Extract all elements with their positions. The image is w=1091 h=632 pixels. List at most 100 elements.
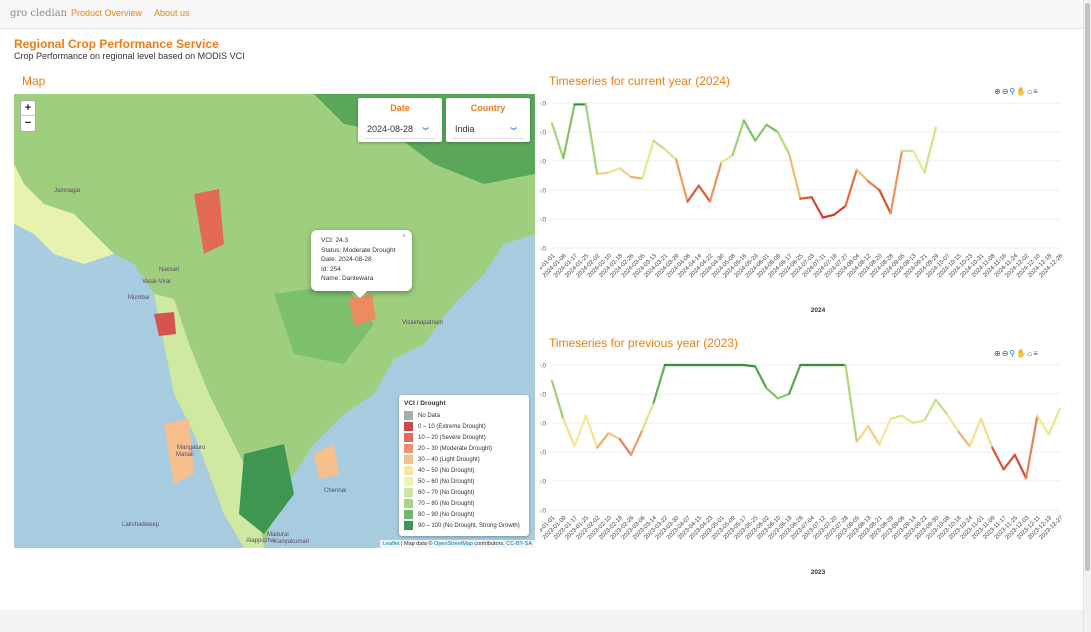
nav-link-product-overview[interactable]: Product Overview: [71, 8, 143, 18]
series-segment: [946, 413, 960, 433]
osm-link[interactable]: OpenStreetMap: [434, 541, 473, 547]
series-segment: [652, 139, 666, 151]
zoom-in-button[interactable]: +: [21, 101, 35, 116]
series-segment: [799, 196, 813, 200]
zoom-out-button[interactable]: −: [24, 117, 32, 129]
series-segment: [708, 161, 723, 203]
series-segment: [652, 363, 666, 404]
series-segment: [821, 213, 836, 219]
zoom-in-icon[interactable]: ⊕: [994, 349, 1002, 358]
legend-label: 30 – 40 (Light Drought): [418, 456, 480, 463]
coastal-region: [154, 294, 264, 548]
popup-name: Name: Dantewara: [321, 275, 374, 282]
legend-item: 0 – 10 (Extreme Drought): [404, 421, 529, 432]
series-segment: [573, 414, 587, 448]
brand-logo[interactable]: gro cledian: [10, 8, 68, 19]
legend-swatch: [404, 521, 413, 530]
zoom-out-icon[interactable]: ⊖: [1001, 349, 1010, 358]
timeseries-chart-2023[interactable]: 0.020.040.060.080.0100.02023-01-012023-0…: [540, 357, 1070, 582]
map-label-visakhapatnam: Visakhapatnam: [402, 320, 444, 326]
legend-label: 10 – 20 (Severe Drought): [418, 434, 486, 441]
menu-icon[interactable]: ≡: [1033, 87, 1039, 96]
series-segment: [866, 424, 881, 446]
y-tick-label: 20.0: [540, 479, 546, 486]
map-label-kanyakumari: Kanyakumari: [274, 539, 310, 545]
series-segment: [810, 196, 825, 219]
map-zoom-control: + −: [20, 100, 36, 132]
pan-icon[interactable]: ✋: [1016, 87, 1028, 96]
home-icon[interactable]: ⌂: [1027, 87, 1034, 96]
pan-icon[interactable]: ✋: [1016, 349, 1028, 358]
series-segment: [776, 392, 791, 400]
series-segment: [663, 148, 678, 161]
menu-icon[interactable]: ≡: [1033, 349, 1039, 358]
selection-zoom-icon[interactable]: ⚲: [1009, 349, 1017, 358]
series-segment: [720, 154, 734, 164]
home-icon[interactable]: ⌂: [1027, 349, 1034, 358]
map-section-title: Map: [22, 74, 46, 88]
legend-swatch: [404, 477, 413, 486]
series-segment: [1047, 407, 1062, 436]
series-segment: [584, 414, 599, 449]
legend-swatch: [404, 455, 413, 464]
series-segment: [686, 184, 700, 203]
legend-swatch: [404, 510, 413, 519]
dry-patch-southeast: [314, 444, 339, 479]
series-segment: [912, 418, 926, 425]
choropleth-map[interactable]: Jamnagar Navsari Vasai-Virar Mumbai Mang…: [14, 94, 535, 548]
legend-item: 70 – 80 (No Drought): [404, 498, 529, 509]
map-label-manali: Manali: [176, 452, 194, 458]
popup-vci: VCI: 24.3: [321, 237, 349, 244]
country-selector[interactable]: Country India ⌄: [446, 98, 530, 142]
legend-item: 10 – 20 (Severe Drought): [404, 432, 529, 443]
timeseries-chart-2024[interactable]: 0.020.040.060.080.0100.02024-01-012024-0…: [540, 95, 1070, 320]
close-icon[interactable]: ×: [401, 233, 406, 240]
license-link[interactable]: CC-BY-SA: [506, 541, 532, 547]
legend-swatch: [404, 488, 413, 497]
popup-status: Status: Moderate Drought: [321, 246, 396, 254]
legend-label: 40 – 50 (No Drought): [418, 467, 475, 474]
y-tick-label: 60.0: [540, 159, 546, 166]
series-segment: [550, 122, 565, 160]
chart-toolbar-2024: ⊕⊖⚲✋⌂≡: [994, 87, 1039, 96]
series-segment: [889, 414, 904, 420]
legend-item: 20 – 30 (Moderate Drought): [404, 443, 529, 454]
zoom-in-icon[interactable]: ⊕: [994, 87, 1002, 96]
date-selector[interactable]: Date 2024-08-28 ⌄: [358, 98, 442, 142]
map-label-alappuzha: Alappuzha: [246, 538, 275, 544]
south-forest: [239, 444, 294, 534]
series-segment: [765, 123, 779, 134]
legend-label: 60 – 70 (No Drought): [418, 489, 475, 496]
legend-title: VCI / Drought: [404, 400, 446, 407]
legend-label: 70 – 80 (No Drought): [418, 500, 475, 507]
y-tick-label: 40.0: [540, 188, 546, 195]
series-segment: [562, 103, 576, 160]
top-navbar: gro cledian Product Overview About us: [0, 0, 1091, 29]
selection-zoom-icon[interactable]: ⚲: [1009, 87, 1017, 96]
series-segment: [968, 417, 983, 448]
series-segment: [787, 363, 802, 396]
india-landmass: [14, 94, 535, 548]
nav-link-about-us[interactable]: About us: [154, 8, 190, 18]
map-attribution: Leaflet | Map data © OpenStreetMap contr…: [380, 540, 535, 548]
series-segment: [641, 401, 655, 432]
leaflet-link[interactable]: Leaflet: [383, 541, 400, 547]
series-segment: [754, 365, 768, 390]
legend-label: 90 – 100 (No Drought, Strong Growth): [418, 522, 520, 529]
series-segment: [618, 437, 633, 457]
series-segment: [596, 432, 610, 449]
series-segment: [934, 398, 949, 416]
series-segment: [878, 188, 892, 215]
x-axis-title: 2023: [811, 569, 826, 576]
legend-swatch: [404, 499, 413, 508]
map-label-lakshadweep: Lakshadweep: [122, 522, 160, 528]
series-segment: [833, 204, 847, 216]
y-tick-label: 0.0: [540, 246, 546, 253]
map-label-madurai: Madurai: [267, 532, 289, 538]
y-tick-label: 40.0: [540, 450, 546, 457]
zoom-out-icon[interactable]: ⊖: [1001, 87, 1010, 96]
series-segment: [889, 149, 904, 215]
series-segment: [787, 152, 802, 200]
map-label-vasai-virar: Vasai-Virar: [142, 279, 172, 285]
scrollbar-thumb[interactable]: [1085, 3, 1090, 571]
